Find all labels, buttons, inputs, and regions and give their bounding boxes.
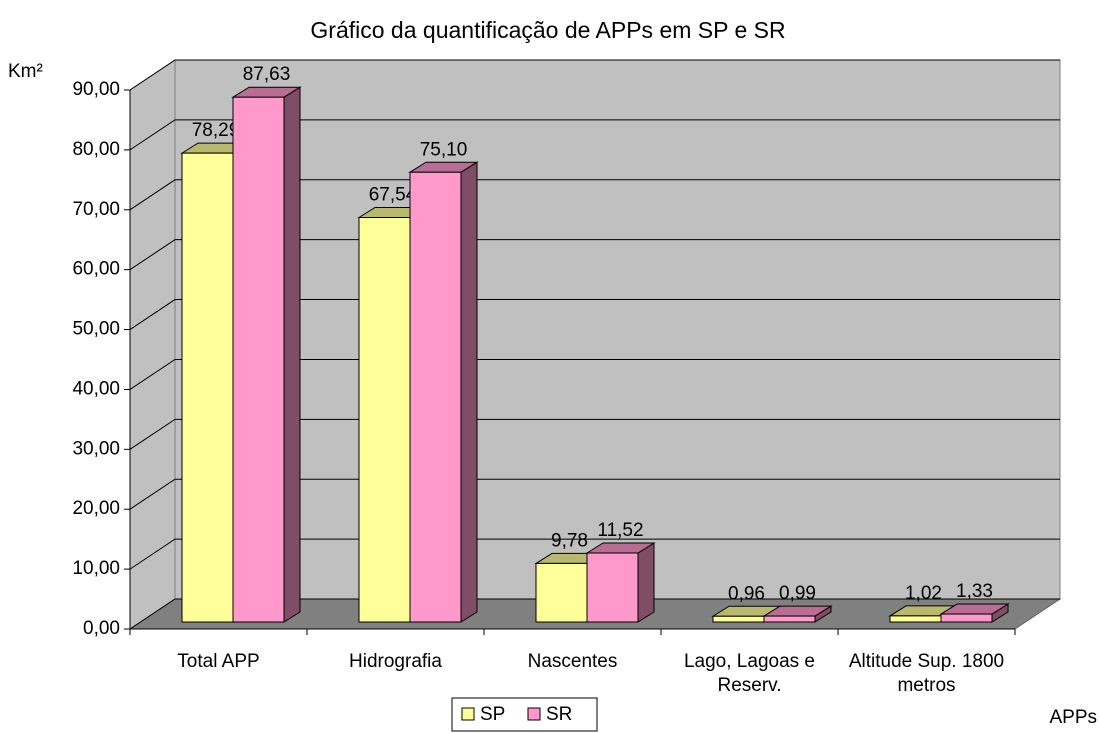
grid-line <box>129 119 1060 151</box>
grid-line <box>129 418 1060 450</box>
y-tick-label: 30,00 <box>72 438 120 459</box>
bar-front <box>232 96 285 623</box>
y-tick-label: 70,00 <box>72 199 120 220</box>
y-tick-label: 0,00 <box>83 618 120 639</box>
bar <box>585 542 656 623</box>
y-tick-label: 80,00 <box>72 139 120 160</box>
y-tick-label: 40,00 <box>72 378 120 399</box>
bar-front <box>358 217 411 623</box>
x-tick-label: Altitude Sup. 1800 metros <box>848 651 1005 696</box>
data-label: 0,99 <box>779 583 816 604</box>
data-label: 87,63 <box>243 64 291 85</box>
legend: SP SR <box>451 697 598 732</box>
bar-front <box>535 562 588 623</box>
bar-front <box>940 613 993 623</box>
x-axis-label: APPs <box>1049 707 1097 728</box>
y-tick-label: 50,00 <box>72 319 120 340</box>
y-tick-label: 20,00 <box>72 498 120 519</box>
grid-line <box>129 478 1060 510</box>
data-label: 1,33 <box>956 581 993 602</box>
legend-swatch <box>461 707 475 721</box>
bar-front <box>409 171 462 623</box>
bar-front <box>586 552 639 623</box>
bar <box>762 605 833 623</box>
grid-line <box>129 598 1060 630</box>
grid-line <box>129 239 1060 271</box>
x-tick-label: Total APP <box>177 651 260 672</box>
data-label: 1,02 <box>905 583 942 604</box>
y-tick-label: 10,00 <box>72 558 120 579</box>
x-tick-label: Nascentes <box>527 651 618 672</box>
bar <box>939 603 1010 623</box>
bar-side <box>637 542 655 623</box>
x-tick-label: Hidrografia <box>349 651 442 672</box>
legend-box <box>451 697 598 732</box>
y-tick-label: 60,00 <box>72 259 120 280</box>
y-axis-label: Km² <box>8 61 43 82</box>
back-wall <box>174 59 1061 600</box>
grid-line <box>129 299 1060 330</box>
data-label: 9,78 <box>551 530 588 551</box>
grid-line <box>129 358 1060 390</box>
data-label: 0,96 <box>728 583 765 604</box>
bar-front <box>889 615 942 623</box>
chart-title: Gráfico da quantificação de APPs em SP e… <box>310 17 785 43</box>
x-tick-label: Lago, Lagoas e Reserv. <box>683 651 815 696</box>
bar-front <box>712 615 765 623</box>
bar <box>408 161 479 623</box>
legend-label: SR <box>546 704 572 725</box>
grid-line <box>129 179 1060 211</box>
bar-side <box>460 161 478 623</box>
data-label: 11,52 <box>597 520 643 541</box>
bar-front <box>181 152 234 623</box>
legend-swatch <box>527 707 541 721</box>
bar <box>231 86 302 623</box>
bar-front <box>763 615 816 623</box>
bar-side <box>283 86 301 623</box>
grid-line <box>129 538 1060 570</box>
data-label: 75,10 <box>420 139 468 160</box>
grid-line <box>129 59 1060 91</box>
data-label: 67,54 <box>369 185 417 206</box>
data-label: 78,29 <box>192 120 240 141</box>
legend-label: SP <box>480 704 505 725</box>
y-tick-label: 90,00 <box>72 79 120 100</box>
